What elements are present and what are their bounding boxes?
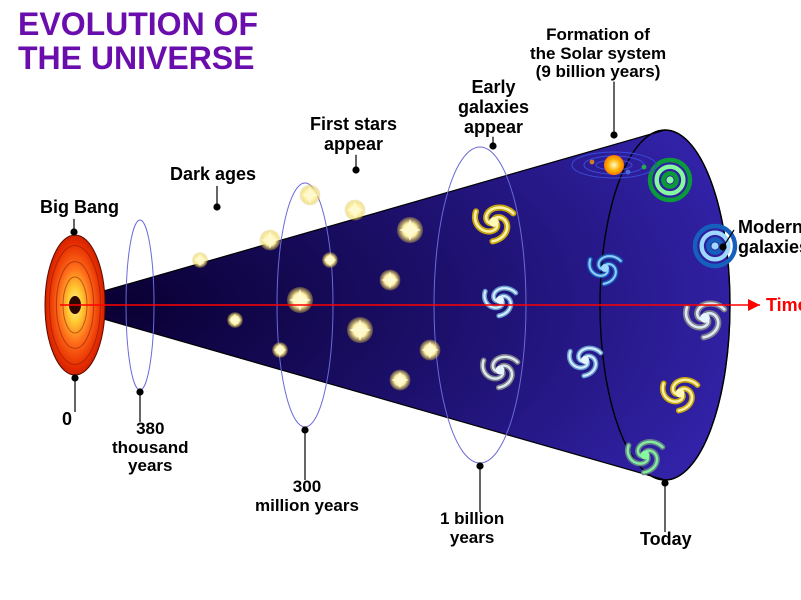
star-icon [380,270,401,291]
star-icon [260,230,281,251]
label-darkages: Dark ages [170,165,256,185]
label-today: Today [640,530,692,550]
label-firststars: First starsappear [310,115,397,155]
star-icon [227,312,243,328]
star-icon [272,342,288,358]
star-icon [390,370,411,391]
star-icon [192,252,208,268]
page-title: EVOLUTION OF THE UNIVERSE [18,8,258,75]
label-t300m: 300million years [255,478,359,515]
label-earlygal: Earlygalaxiesappear [458,78,529,137]
star-icon [397,217,423,243]
label-bigbang: Big Bang [40,198,119,218]
label-moderngal: Moderngalaxies [738,218,801,258]
label-solar: Formation ofthe Solar system(9 billion y… [530,26,666,82]
star-icon [347,317,373,343]
star-icon [287,287,313,313]
label-t0: 0 [62,410,72,430]
star-icon [322,252,338,268]
star-icon [420,340,441,361]
label-t380: 380thousandyears [112,420,189,476]
title-line2: THE UNIVERSE [18,42,258,76]
title-line1: EVOLUTION OF [18,8,258,42]
star-icon [345,200,366,221]
label-t1b: 1 billionyears [440,510,504,547]
star-icon [300,185,321,206]
time-axis-label: Time [766,295,801,315]
galaxy-icon [695,226,735,266]
universe-diagram: Time [0,0,801,600]
